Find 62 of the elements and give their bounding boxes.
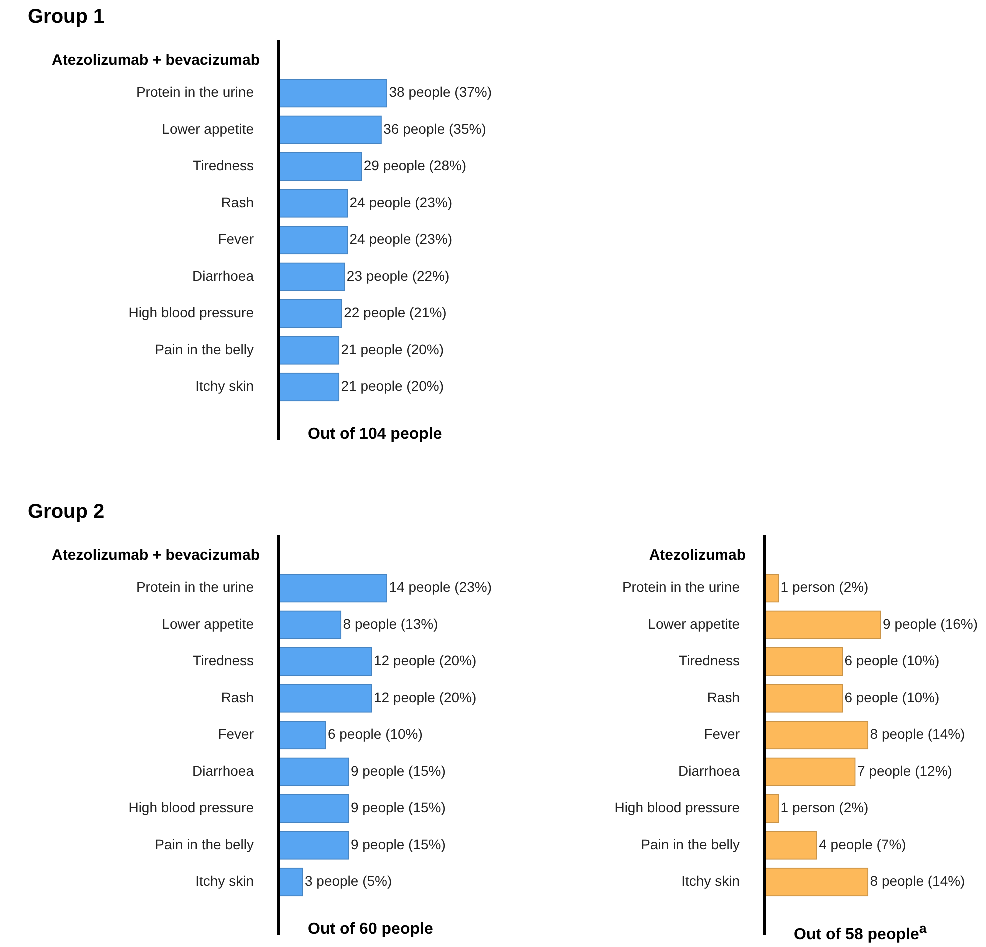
text: Atezolizumab + bevacizumab: [52, 52, 260, 69]
y-tick-label: Diarrhoea: [192, 268, 254, 284]
y-tick-label: Protein in the urine: [136, 84, 254, 100]
y-tick-label: Fever: [704, 726, 740, 742]
data-label: 24 people (23%): [350, 194, 452, 210]
data-label: 24 people (23%): [350, 231, 452, 248]
y-tick-label: Pain in the belly: [641, 836, 740, 852]
data-label: 6 people (10%): [844, 689, 940, 706]
data-label: 12 people (20%): [374, 652, 477, 669]
data-label: 23 people (22%): [346, 268, 450, 284]
data-label: 6 people (10%): [328, 726, 423, 742]
y-tick-label: Rash: [221, 194, 254, 210]
data-label: 8 people (13%): [343, 616, 438, 632]
text: Group 2: [28, 501, 105, 524]
y-tick-label: Protein in the urine: [622, 579, 740, 596]
text: Group 1: [28, 6, 105, 29]
data-label: 1 person (2%): [780, 800, 869, 816]
data-label: 3 people (5%): [304, 873, 392, 890]
y-tick-label: High blood pressure: [128, 800, 254, 816]
data-label: 38 people (37%): [389, 84, 492, 100]
y-tick-label: Protein in the urine: [136, 579, 254, 596]
data-label: 8 people (14%): [870, 726, 966, 742]
y-tick-label: Diarrhoea: [192, 762, 254, 779]
x-axis-title: Out of 58 people$^{a}$: [794, 921, 927, 944]
text: Atezolizumab: [649, 547, 746, 564]
data-label: 14 people (23%): [389, 579, 492, 596]
y-tick-label: High blood pressure: [128, 304, 254, 321]
data-label: 29 people (28%): [364, 158, 467, 174]
y-tick-label: Pain in the belly: [155, 836, 254, 852]
y-tick-label: Lower appetite: [162, 120, 254, 137]
data-label: 9 people (15%): [350, 762, 446, 779]
data-label: 4 people (7%): [819, 836, 906, 852]
data-label: 21 people (20%): [341, 378, 444, 394]
y-tick-label: Diarrhoea: [678, 762, 740, 779]
data-label: 9 people (16%): [883, 616, 978, 632]
data-label: 1 person (2%): [780, 579, 869, 596]
y-tick-label: Pain in the belly: [155, 341, 254, 358]
data-label: 12 people (20%): [374, 689, 477, 706]
y-tick-label: Tiredness: [193, 652, 254, 669]
y-tick-label: Rash: [707, 689, 740, 706]
data-label: 21 people (20%): [341, 341, 444, 358]
data-label: 9 people (15%): [350, 836, 446, 852]
data-label: 22 people (21%): [344, 304, 447, 321]
y-tick-label: Lower appetite: [648, 616, 740, 632]
y-tick-label: Fever: [218, 231, 254, 248]
data-label: 8 people (14%): [870, 873, 966, 890]
y-tick-label: High blood pressure: [614, 800, 740, 816]
text: Atezolizumab + bevacizumab: [52, 547, 260, 564]
y-tick-label: Itchy skin: [682, 873, 740, 890]
y-tick-label: Fever: [218, 726, 254, 742]
y-tick-label: Rash: [221, 689, 254, 706]
data-label: 36 people (35%): [384, 120, 486, 137]
y-tick-label: Tiredness: [679, 652, 740, 669]
data-label: 7 people (12%): [857, 762, 952, 779]
data-label: 9 people (15%): [350, 800, 446, 816]
data-label: 6 people (10%): [844, 652, 940, 669]
y-tick-label: Itchy skin: [196, 873, 254, 890]
y-tick-label: Itchy skin: [196, 378, 254, 394]
x-axis-title: Out of 104 people: [308, 426, 442, 444]
x-axis-title: Out of 60 people: [308, 921, 434, 939]
y-tick-label: Lower appetite: [162, 616, 254, 632]
y-tick-label: Tiredness: [193, 158, 254, 174]
